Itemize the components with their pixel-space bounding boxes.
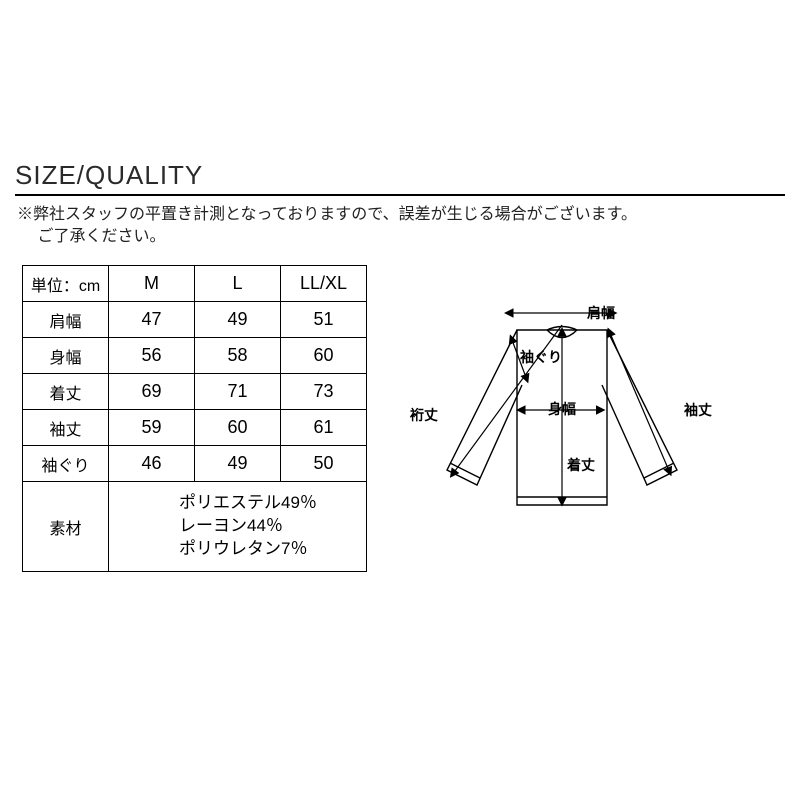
material-line: レーヨン44％ [179,516,283,535]
cell: 51 [281,302,367,338]
cell: 47 [109,302,195,338]
material-line: ポリウレタン7％ [179,539,307,558]
header: SIZE/QUALITY ※弊社スタッフの平置き計測となっておりますので、誤差が… [15,160,785,249]
note-line-2: ご了承ください。 [17,228,165,245]
cell: 59 [109,410,195,446]
unit-header: 単位：cm [23,266,109,302]
cell: 60 [281,338,367,374]
label-kitake: 着丈 [567,455,595,475]
material-cell: ポリエステル49％ レーヨン44％ ポリウレタン7％ [109,482,367,572]
size-table: 単位：cm M L LL/XL 肩幅 47 49 51 身幅 56 58 60 … [22,265,367,572]
cell: 73 [281,374,367,410]
col-header: LL/XL [281,266,367,302]
material-line: ポリエステル49％ [179,493,317,512]
label-yukitake: 裄丈 [410,405,438,425]
table-row: 袖ぐり 46 49 50 [23,446,367,482]
cell: 49 [195,302,281,338]
label-katahaba: 肩幅 [587,303,615,323]
material-row: 素材 ポリエステル49％ レーヨン44％ ポリウレタン7％ [23,482,367,572]
row-label: 身幅 [23,338,109,374]
table-row: 肩幅 47 49 51 [23,302,367,338]
cell: 56 [109,338,195,374]
cell: 69 [109,374,195,410]
cell: 71 [195,374,281,410]
cell: 46 [109,446,195,482]
table-row: 袖丈 59 60 61 [23,410,367,446]
table-header-row: 単位：cm M L LL/XL [23,266,367,302]
row-label: 袖ぐり [23,446,109,482]
measurement-note: ※弊社スタッフの平置き計測となっておりますので、誤差が生じる場合がございます。 … [15,204,785,249]
cell: 60 [195,410,281,446]
cell: 61 [281,410,367,446]
row-label: 肩幅 [23,302,109,338]
label-mihaba: 身幅 [548,399,576,419]
row-label: 着丈 [23,374,109,410]
cell: 49 [195,446,281,482]
material-label: 素材 [23,482,109,572]
content-row: 単位：cm M L LL/XL 肩幅 47 49 51 身幅 56 58 60 … [22,265,732,572]
row-label: 袖丈 [23,410,109,446]
col-header: M [109,266,195,302]
cell: 58 [195,338,281,374]
col-header: L [195,266,281,302]
section-title: SIZE/QUALITY [15,160,785,194]
label-sodeguri: 袖ぐり [520,347,562,367]
table-row: 着丈 69 71 73 [23,374,367,410]
table-row: 身幅 56 58 60 [23,338,367,374]
title-rule [15,194,785,196]
note-line-1: ※弊社スタッフの平置き計測となっておりますので、誤差が生じる場合がございます。 [17,206,637,223]
garment-diagram: 肩幅 袖ぐり 裄丈 身幅 袖丈 着丈 [392,285,732,545]
label-sodetake: 袖丈 [684,400,712,420]
cell: 50 [281,446,367,482]
